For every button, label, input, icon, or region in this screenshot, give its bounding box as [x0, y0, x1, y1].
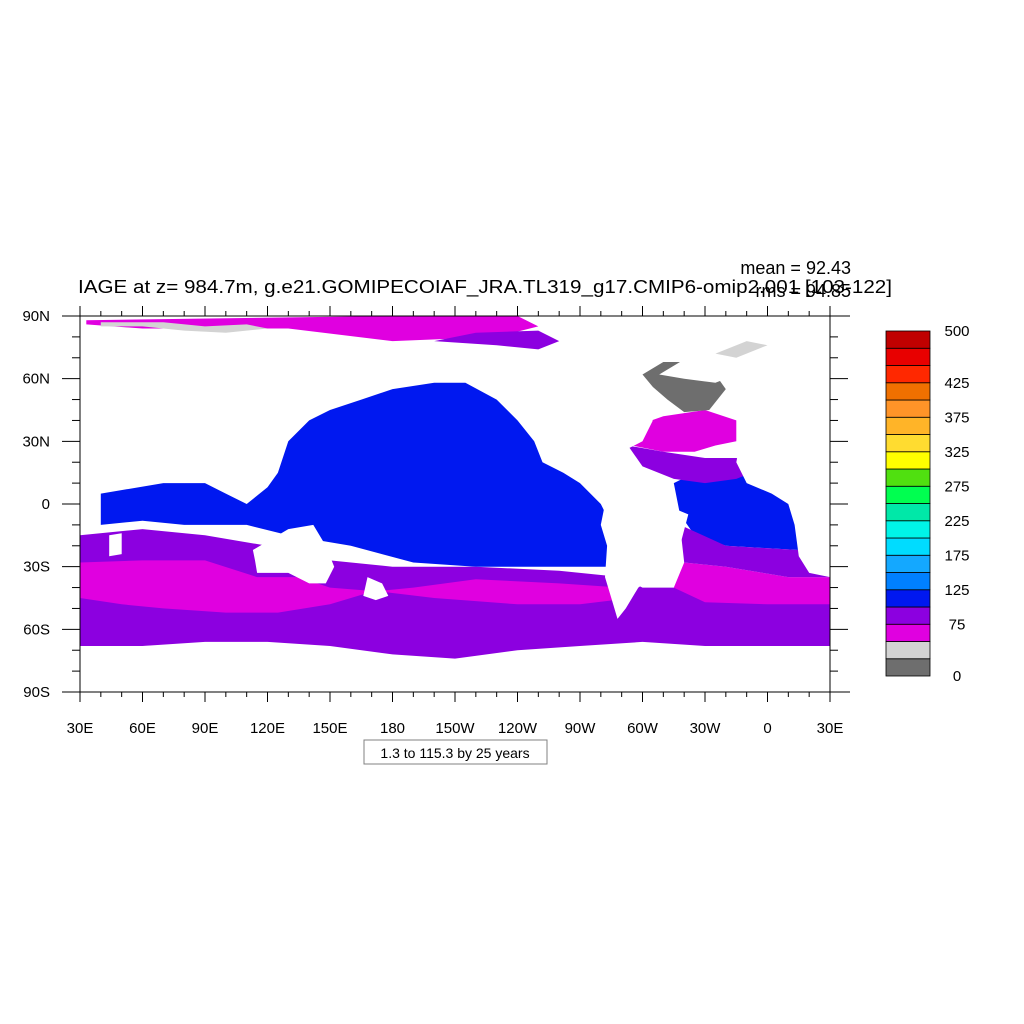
land-1 — [423, 353, 653, 488]
iage-region-5 — [680, 524, 830, 578]
x-tick-label: 60E — [129, 720, 156, 737]
colorbar-box — [885, 589, 931, 608]
x-tick-label: 120W — [498, 720, 538, 737]
colorbar-label: 125 — [944, 582, 969, 599]
y-tick-label: 90N — [22, 308, 50, 325]
x-tick-label: 150W — [435, 720, 475, 737]
colorbar-label: 0 — [953, 668, 961, 685]
iage-region-12 — [715, 341, 768, 358]
land-2 — [600, 483, 689, 619]
colorbar-box — [885, 641, 931, 660]
colorbar-box — [885, 451, 931, 470]
colorbar-box — [885, 554, 931, 573]
colorbar-label: 225 — [944, 513, 969, 530]
land-0 — [80, 345, 424, 484]
x-tick-label: 30W — [690, 720, 722, 737]
iage-region-7 — [627, 445, 768, 484]
colorbar-box — [885, 658, 931, 677]
colorbar-box — [885, 537, 931, 556]
y-tick-label: 60S — [23, 621, 50, 638]
colorbar-box — [885, 330, 931, 349]
land-mask — [80, 345, 830, 692]
x-tick-label: 90W — [565, 720, 597, 737]
colorbar-label: 325 — [944, 444, 969, 461]
colorbar-box — [885, 365, 931, 384]
x-tick-label: 60W — [627, 720, 659, 737]
land-3 — [736, 424, 830, 578]
colorbar-label: 275 — [944, 478, 969, 495]
iage-region-4 — [673, 562, 830, 605]
x-tick-label: 90E — [192, 720, 219, 737]
colorbar-box — [885, 434, 931, 453]
land-5 — [80, 644, 830, 692]
y-tick-label: 60N — [22, 371, 50, 388]
contour-info-text: 1.3 to 115.3 by 25 years — [380, 745, 529, 761]
y-tick-label: 90S — [23, 684, 50, 701]
axes: 30E 60E 90E 120E 150E 180 150W 120W 90W 60W 30W 0 30… — [22, 306, 848, 737]
x-tick-label: 120E — [250, 720, 285, 737]
colorbar-box — [885, 416, 931, 435]
land-8 — [109, 533, 122, 557]
colorbar-box — [885, 606, 931, 625]
y-tick-label: 30N — [22, 433, 50, 450]
colorbar-box — [885, 347, 931, 366]
colorbar-box — [885, 468, 931, 487]
stat-rms: rms = 94.85 — [755, 281, 851, 301]
colorbar-label: 175 — [944, 547, 969, 564]
x-tick-label: 30E — [817, 720, 844, 737]
colorbar-box — [885, 520, 931, 539]
colorbar-box — [885, 382, 931, 401]
x-tick-label: 150E — [312, 720, 347, 737]
colorbar-box — [885, 572, 931, 591]
colorbar-box — [885, 503, 931, 522]
contour-info-box: 1.3 to 115.3 by 25 years — [363, 739, 548, 765]
colorbar-label: 375 — [944, 409, 969, 426]
iage-region-8 — [86, 316, 539, 342]
y-tick-label: 30S — [23, 559, 50, 576]
x-tick-label: 180 — [380, 720, 405, 737]
x-tick-label: 30E — [67, 720, 94, 737]
x-tick-label: 0 — [763, 720, 771, 737]
iage-region-9 — [434, 330, 560, 350]
chart-title: IAGE at z= 984.7m, g.e21.GOMIPECOIAF_JRA… — [78, 277, 892, 298]
colorbar-box — [885, 399, 931, 418]
colorbar-label: 500 — [944, 323, 969, 340]
stat-mean: mean = 92.43 — [740, 258, 851, 278]
land-7 — [363, 577, 389, 601]
colorbar-label: 425 — [944, 375, 969, 392]
iage-region-10 — [100, 322, 268, 333]
y-tick-label: 0 — [42, 496, 50, 513]
iage-region-6 — [621, 410, 737, 452]
iage-region-3 — [80, 560, 633, 613]
colorbar-label: 75 — [949, 616, 966, 633]
land-6 — [659, 357, 737, 383]
colorbar-box — [885, 485, 931, 504]
colorbar: 0 75 125 175 225 275 325 375 425 500 — [885, 323, 970, 685]
iage-region-0 — [100, 382, 622, 567]
land-4 — [252, 524, 335, 584]
colorbar-box — [885, 623, 931, 642]
